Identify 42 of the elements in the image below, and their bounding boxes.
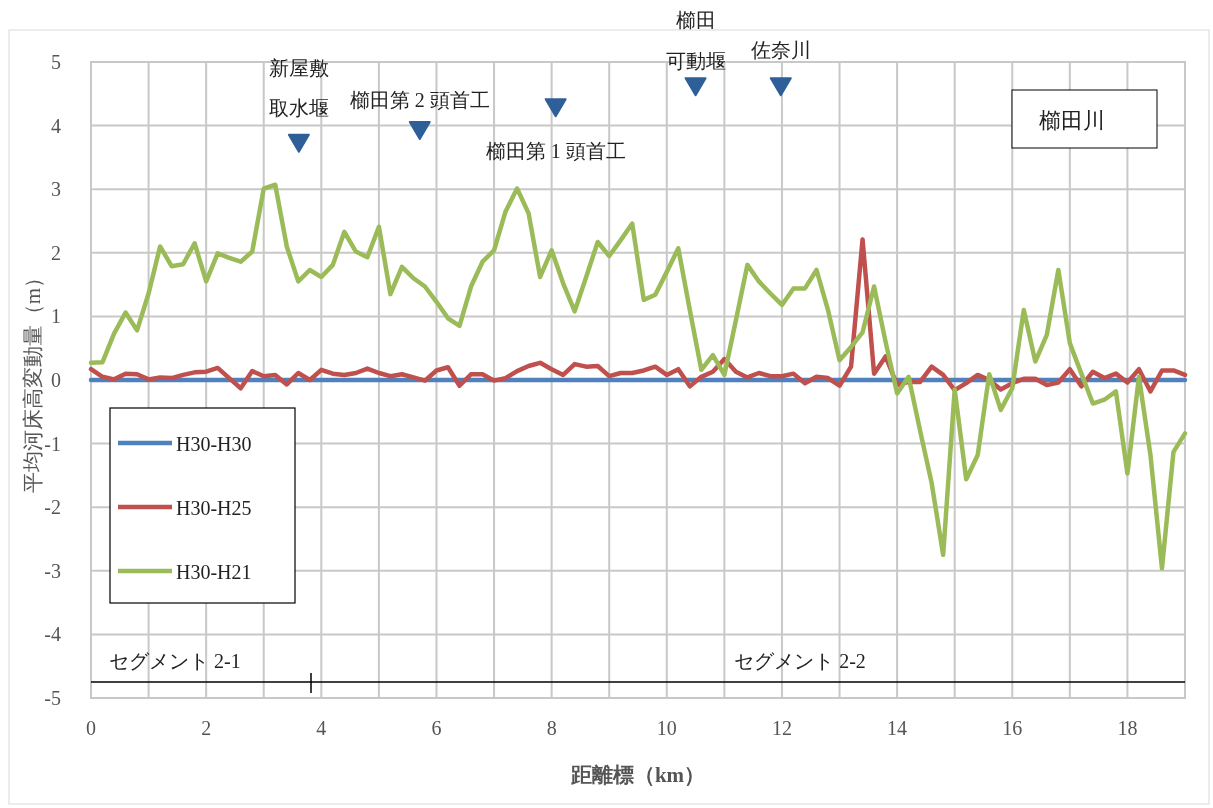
point bbox=[544, 98, 567, 118]
annotation: 櫛田第 2 頭首工 bbox=[349, 89, 490, 112]
x-tick-label: 2 bbox=[201, 717, 212, 739]
annotation: 可動堰 bbox=[665, 50, 726, 73]
annotation: 櫛田 bbox=[675, 9, 716, 32]
annotation: 櫛田第 1 頭首工 bbox=[485, 140, 626, 163]
point bbox=[408, 121, 431, 141]
point bbox=[287, 133, 310, 153]
legend-label: H30-H21 bbox=[176, 561, 252, 583]
y-tick-label: 4 bbox=[51, 114, 61, 137]
y-tick-label: -1 bbox=[44, 432, 61, 455]
annotation: 佐奈川 bbox=[750, 39, 811, 62]
y-tick-label: -5 bbox=[44, 687, 61, 709]
y-tick-label: 3 bbox=[51, 178, 61, 201]
y-tick-label: 2 bbox=[51, 241, 61, 264]
y-tick-label: 0 bbox=[51, 369, 61, 391]
point bbox=[769, 77, 792, 97]
legend-label: H30-H30 bbox=[176, 433, 252, 455]
annotation: 櫛田川 bbox=[1039, 108, 1105, 133]
x-tick-label: 8 bbox=[546, 717, 557, 739]
y-tick-label: -4 bbox=[44, 623, 61, 646]
x-tick-label: 16 bbox=[1002, 717, 1023, 739]
x-tick-label: 10 bbox=[656, 717, 677, 739]
x-tick-label: 18 bbox=[1117, 717, 1138, 739]
annotation: 新屋敷 bbox=[269, 57, 329, 79]
y-tick-label: 5 bbox=[51, 51, 61, 73]
annotation: セグメント 2-1 bbox=[109, 650, 241, 672]
note-box: 櫛田川 bbox=[1011, 89, 1158, 149]
y-axis-title: 平均河床高変動量（m） bbox=[21, 266, 45, 494]
point bbox=[684, 77, 707, 97]
x-tick-label: 14 bbox=[887, 717, 908, 739]
x-tick-label: 6 bbox=[431, 717, 442, 739]
x-axis-title: 距離標（km） bbox=[569, 763, 706, 787]
y-tick-label: 1 bbox=[51, 305, 61, 328]
y-tick-label: -2 bbox=[44, 496, 61, 519]
annotation: 取水堰 bbox=[268, 96, 329, 119]
annotation: セグメント 2-2 bbox=[734, 650, 866, 672]
y-tick-label: -3 bbox=[44, 559, 61, 582]
x-tick-label: 4 bbox=[316, 717, 327, 739]
x-tick-label: 0 bbox=[86, 717, 96, 739]
legend-label: H30-H25 bbox=[176, 497, 252, 519]
x-tick-label: 12 bbox=[771, 717, 792, 739]
